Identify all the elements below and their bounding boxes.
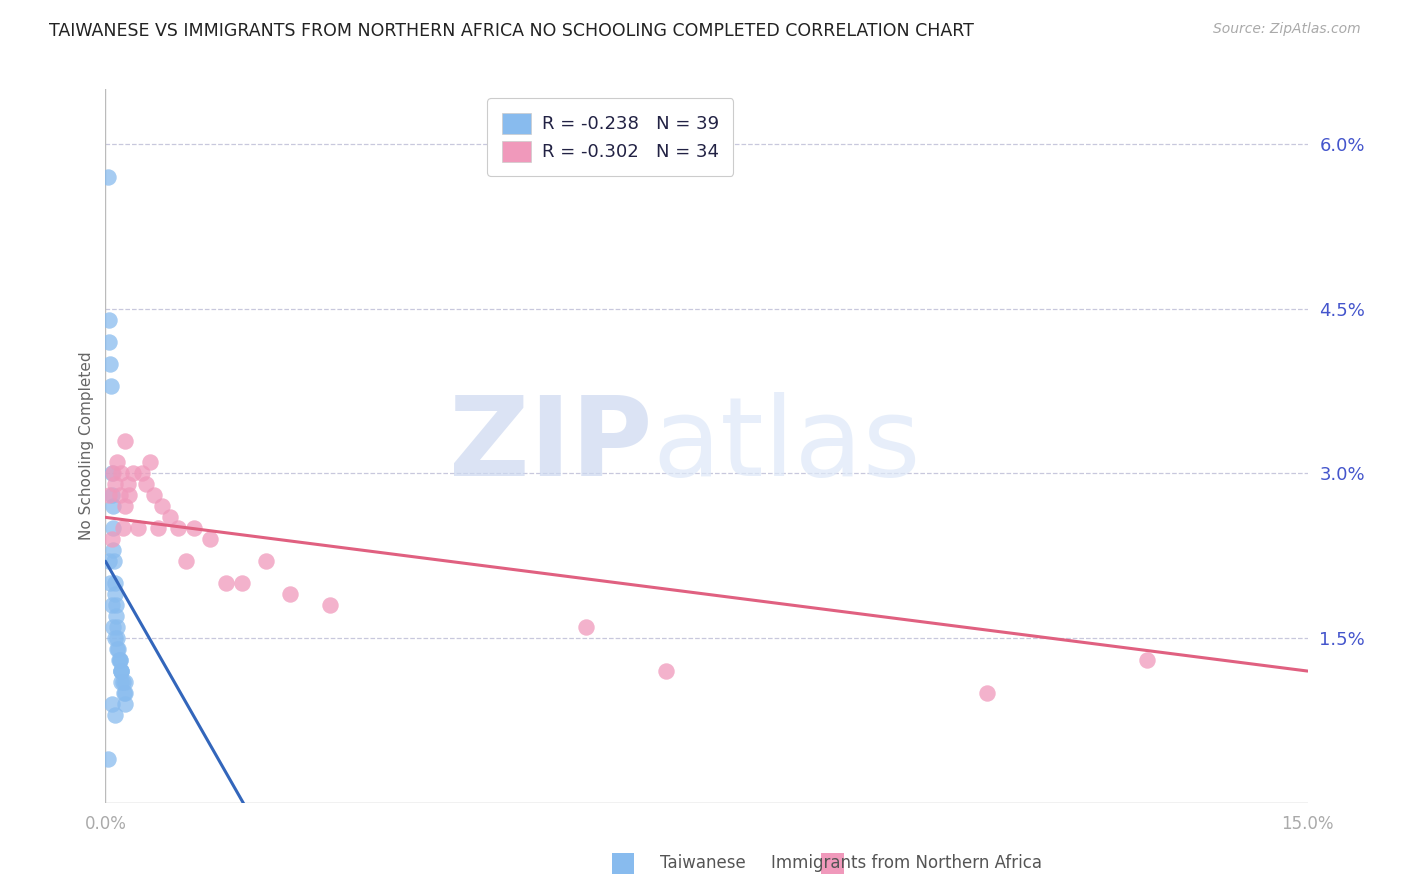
Point bbox=[976, 686, 998, 700]
Point bbox=[114, 434, 136, 448]
Point bbox=[117, 477, 139, 491]
Point bbox=[98, 312, 121, 326]
Point bbox=[108, 653, 131, 667]
Point bbox=[101, 697, 124, 711]
Point bbox=[319, 598, 342, 612]
Point bbox=[104, 576, 127, 591]
Point bbox=[108, 653, 131, 667]
Point bbox=[112, 521, 135, 535]
Point bbox=[98, 334, 121, 349]
Text: Source: ZipAtlas.com: Source: ZipAtlas.com bbox=[1213, 22, 1361, 37]
Point bbox=[138, 455, 160, 469]
Point bbox=[97, 169, 120, 184]
Point bbox=[142, 488, 165, 502]
Point bbox=[103, 554, 125, 568]
Point bbox=[166, 521, 188, 535]
Text: atlas: atlas bbox=[652, 392, 921, 500]
Point bbox=[104, 477, 127, 491]
Point bbox=[101, 500, 124, 514]
Point bbox=[101, 533, 124, 547]
Point bbox=[103, 543, 125, 558]
Point bbox=[108, 653, 131, 667]
Point bbox=[231, 576, 253, 591]
Point bbox=[108, 488, 131, 502]
Point bbox=[98, 488, 121, 502]
Point bbox=[131, 467, 153, 481]
Point bbox=[159, 510, 181, 524]
Point bbox=[214, 576, 236, 591]
Point bbox=[105, 620, 128, 634]
Point bbox=[103, 467, 125, 481]
Point bbox=[278, 587, 301, 601]
Point bbox=[103, 620, 125, 634]
Point bbox=[127, 521, 149, 535]
Point bbox=[110, 664, 132, 678]
Point bbox=[104, 587, 127, 601]
Point bbox=[110, 675, 132, 690]
Point bbox=[150, 500, 173, 514]
Point bbox=[98, 576, 121, 591]
Point bbox=[114, 686, 136, 700]
Point bbox=[107, 642, 129, 657]
Point bbox=[98, 357, 121, 371]
Point bbox=[97, 752, 120, 766]
Text: ZIP: ZIP bbox=[449, 392, 652, 500]
Point bbox=[118, 488, 141, 502]
Point bbox=[107, 455, 129, 469]
Point bbox=[135, 477, 157, 491]
Point bbox=[146, 521, 169, 535]
Point bbox=[198, 533, 221, 547]
Point bbox=[1136, 653, 1159, 667]
Point bbox=[101, 467, 124, 481]
Point bbox=[104, 708, 127, 723]
Point bbox=[112, 686, 135, 700]
Point bbox=[655, 664, 678, 678]
Point bbox=[110, 664, 132, 678]
Text: Taiwanese: Taiwanese bbox=[661, 855, 745, 872]
Point bbox=[104, 598, 127, 612]
Text: Immigrants from Northern Africa: Immigrants from Northern Africa bbox=[772, 855, 1042, 872]
Point bbox=[114, 697, 136, 711]
Point bbox=[122, 467, 145, 481]
Point bbox=[101, 488, 124, 502]
Point bbox=[100, 378, 122, 392]
Text: TAIWANESE VS IMMIGRANTS FROM NORTHERN AFRICA NO SCHOOLING COMPLETED CORRELATION : TAIWANESE VS IMMIGRANTS FROM NORTHERN AF… bbox=[49, 22, 974, 40]
Point bbox=[254, 554, 277, 568]
Point bbox=[575, 620, 598, 634]
Point bbox=[112, 675, 135, 690]
Point bbox=[103, 521, 125, 535]
Point bbox=[104, 631, 127, 645]
Point bbox=[104, 609, 127, 624]
Point bbox=[98, 554, 121, 568]
Y-axis label: No Schooling Completed: No Schooling Completed bbox=[79, 351, 94, 541]
Point bbox=[114, 675, 136, 690]
Point bbox=[114, 500, 136, 514]
Legend: R = -0.238   N = 39, R = -0.302   N = 34: R = -0.238 N = 39, R = -0.302 N = 34 bbox=[488, 98, 733, 176]
Point bbox=[174, 554, 197, 568]
Point bbox=[183, 521, 205, 535]
Point bbox=[101, 598, 124, 612]
Point bbox=[107, 631, 129, 645]
Point bbox=[110, 467, 132, 481]
Point bbox=[110, 664, 132, 678]
Point bbox=[107, 642, 129, 657]
